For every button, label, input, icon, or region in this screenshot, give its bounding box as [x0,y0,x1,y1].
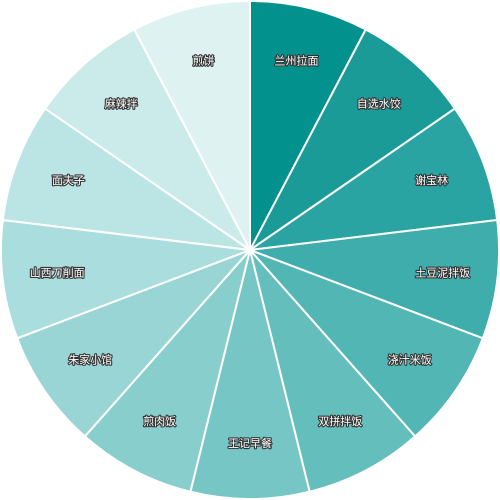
pie-slice-12[interactable] [43,28,251,251]
pie-slice-8[interactable] [83,249,251,493]
slice-label-9: 朱家小馆 [68,352,112,366]
slice-label-6: 双拼拌饭 [318,414,362,428]
slice-label-1: 兰州拉面 [275,53,319,67]
slice-label-3: 谢宝林 [415,173,448,187]
pie-slice-11[interactable] [1,107,251,251]
pie-slice-7[interactable] [189,249,311,500]
slice-label-4: 土豆泥拌饭 [415,265,470,279]
pie-slice-4[interactable] [249,218,500,340]
pie-slice-10[interactable] [0,218,251,340]
slice-label-5: 浇汁米饭 [388,353,432,366]
pie-slice-5[interactable] [249,249,485,438]
pie-slice-9[interactable] [15,249,251,438]
slice-label-12: 麻辣拌 [105,97,138,111]
slice-label-11: 面夫子 [52,174,85,187]
pie-slice-13[interactable] [132,0,251,251]
pie-slice-2[interactable] [249,28,457,251]
slice-label-10: 山西刀削面 [30,265,85,279]
pie-slice-1[interactable] [249,0,368,251]
slice-label-13: 煎饼 [193,53,215,67]
slice-label-2: 自选水饺 [357,97,401,111]
pie-slice-6[interactable] [249,249,417,493]
slice-label-8: 煎肉饭 [143,414,176,428]
pie-slice-3[interactable] [249,107,499,251]
slice-label-7: 王记早餐 [228,436,272,450]
